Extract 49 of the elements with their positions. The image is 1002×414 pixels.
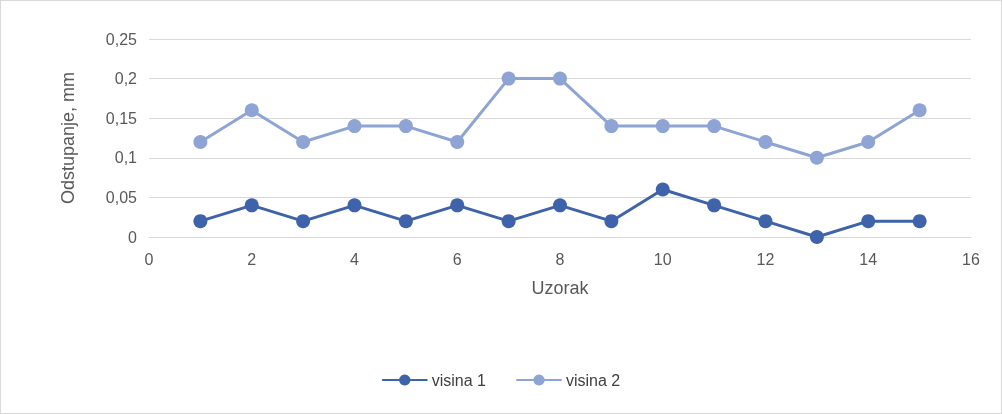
y-tick-label: 0,15 (105, 109, 138, 127)
point (809, 230, 824, 244)
x-tick-label: 12 (756, 250, 775, 268)
x-axis-title: Uzorak (531, 278, 590, 298)
point (398, 119, 413, 134)
x-tick-label: 4 (350, 250, 360, 268)
x-tick-label: 8 (555, 250, 565, 268)
x-tick-label: 14 (859, 250, 878, 268)
point (244, 103, 259, 118)
point (707, 119, 722, 134)
legend-label: visina 1 (431, 371, 487, 389)
point (604, 214, 619, 229)
x-tick-label: 10 (653, 250, 672, 268)
x-tick-label: 16 (962, 250, 980, 268)
point (861, 134, 876, 149)
point (604, 119, 619, 134)
y-tick-label: 0,2 (114, 70, 138, 88)
point (655, 182, 670, 197)
point (296, 134, 311, 149)
point (553, 71, 567, 86)
x-tick-label: 2 (247, 250, 257, 268)
point (244, 198, 259, 213)
y-tick-label: 0,25 (105, 30, 138, 48)
point (450, 134, 465, 149)
point (347, 119, 362, 134)
point (398, 214, 413, 229)
y-axis-title: Odstupanje, mm (58, 71, 78, 205)
point (193, 214, 208, 229)
point (553, 198, 567, 213)
point (758, 214, 773, 229)
x-tick-label: 0 (144, 250, 154, 268)
point (450, 198, 465, 213)
point (501, 71, 516, 86)
x-tick-label: 6 (452, 250, 462, 268)
y-tick-label: 0,05 (105, 188, 138, 206)
point (758, 134, 773, 149)
y-tick-label: 0 (128, 228, 138, 246)
point (296, 214, 311, 229)
point (707, 198, 722, 213)
point (655, 119, 670, 134)
legend-label: visina 2 (566, 371, 621, 389)
point (501, 214, 516, 229)
point (809, 150, 824, 165)
point (347, 198, 362, 213)
point (912, 103, 927, 118)
y-tick-label: 0,1 (114, 149, 138, 167)
point (193, 134, 208, 149)
point (912, 214, 927, 229)
point (861, 214, 876, 229)
